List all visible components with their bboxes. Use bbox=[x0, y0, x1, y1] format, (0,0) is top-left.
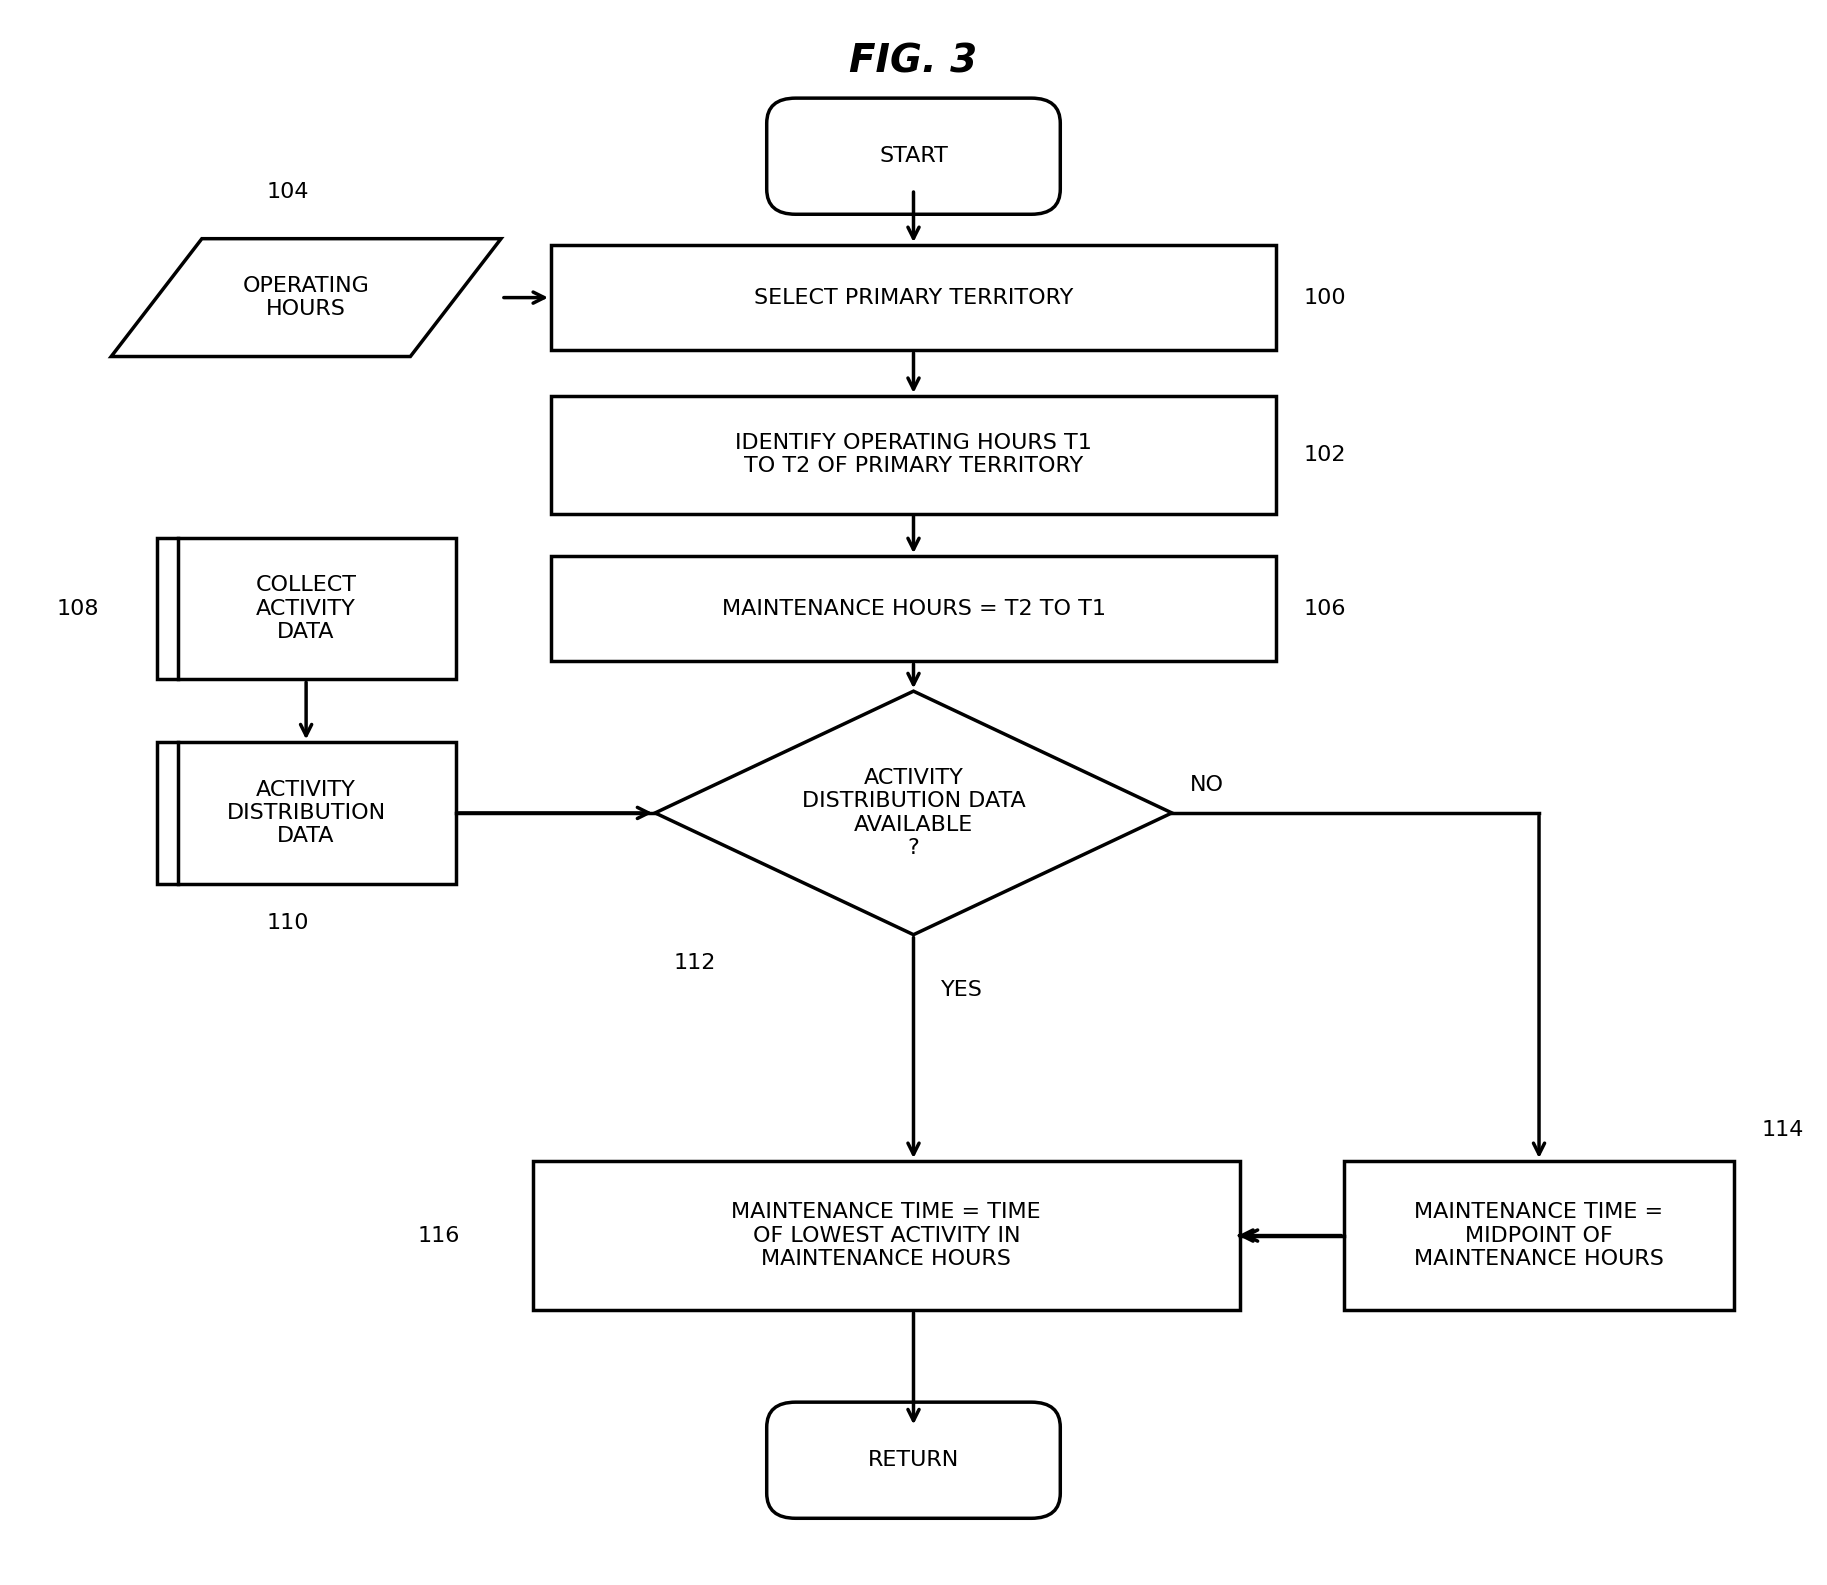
Bar bbox=[157, 537, 455, 680]
Bar bbox=[552, 556, 1275, 661]
Text: NO: NO bbox=[1189, 775, 1224, 794]
Text: 112: 112 bbox=[674, 953, 716, 973]
Text: FIG. 3: FIG. 3 bbox=[850, 43, 977, 81]
Text: ACTIVITY
DISTRIBUTION
DATA: ACTIVITY DISTRIBUTION DATA bbox=[227, 780, 385, 846]
Text: MAINTENANCE TIME = TIME
OF LOWEST ACTIVITY IN
MAINTENANCE HOURS: MAINTENANCE TIME = TIME OF LOWEST ACTIVI… bbox=[731, 1203, 1041, 1268]
Bar bbox=[1345, 1160, 1734, 1311]
FancyBboxPatch shape bbox=[767, 1403, 1060, 1518]
Text: COLLECT
ACTIVITY
DATA: COLLECT ACTIVITY DATA bbox=[256, 575, 356, 642]
FancyBboxPatch shape bbox=[767, 98, 1060, 214]
Text: 100: 100 bbox=[1303, 287, 1346, 307]
Bar bbox=[552, 396, 1275, 514]
Text: SELECT PRIMARY TERRITORY: SELECT PRIMARY TERRITORY bbox=[755, 287, 1072, 307]
Text: IDENTIFY OPERATING HOURS T1
TO T2 OF PRIMARY TERRITORY: IDENTIFY OPERATING HOURS T1 TO T2 OF PRI… bbox=[734, 433, 1093, 477]
Text: RETURN: RETURN bbox=[868, 1450, 959, 1471]
Text: MAINTENANCE HOURS = T2 TO T1: MAINTENANCE HOURS = T2 TO T1 bbox=[722, 599, 1105, 618]
Text: 114: 114 bbox=[1761, 1119, 1803, 1140]
Text: ACTIVITY
DISTRIBUTION DATA
AVAILABLE
?: ACTIVITY DISTRIBUTION DATA AVAILABLE ? bbox=[802, 769, 1025, 857]
Text: OPERATING
HOURS: OPERATING HOURS bbox=[243, 276, 369, 319]
Text: MAINTENANCE TIME =
MIDPOINT OF
MAINTENANCE HOURS: MAINTENANCE TIME = MIDPOINT OF MAINTENAN… bbox=[1414, 1203, 1664, 1268]
Text: 110: 110 bbox=[267, 913, 309, 934]
Polygon shape bbox=[656, 691, 1171, 935]
Text: 106: 106 bbox=[1303, 599, 1346, 618]
Bar bbox=[157, 742, 455, 883]
Text: 108: 108 bbox=[57, 599, 99, 618]
Text: YES: YES bbox=[941, 980, 983, 1000]
Bar bbox=[552, 246, 1275, 350]
Bar bbox=[533, 1160, 1241, 1311]
Polygon shape bbox=[111, 239, 501, 357]
Text: 104: 104 bbox=[267, 182, 309, 201]
Text: START: START bbox=[879, 146, 948, 166]
Text: 116: 116 bbox=[418, 1225, 460, 1246]
Text: 102: 102 bbox=[1303, 445, 1346, 464]
